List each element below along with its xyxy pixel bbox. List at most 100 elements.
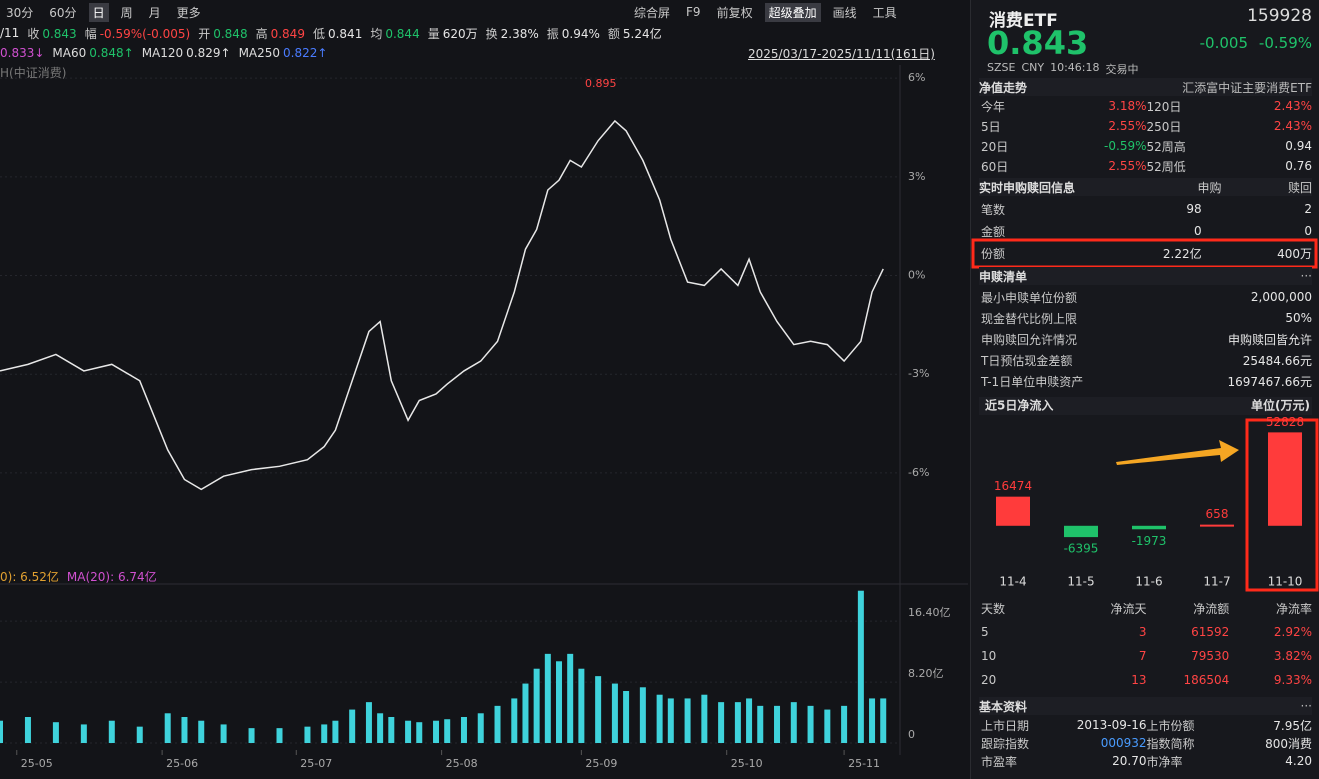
- index-label: H(中证消费): [0, 65, 67, 80]
- table-cell: 指数简称: [1146, 736, 1195, 751]
- volume-bar: [321, 724, 328, 743]
- quote-bar: /11 收 0.843 幅 -0.59%(-0.005) 开 0.848 高 0.849 低 0.8…: [0, 23, 662, 43]
- period-tab[interactable]: 周: [120, 5, 133, 20]
- quote-item: 开 0.848: [198, 25, 247, 42]
- ma-value: 0.848↑: [89, 46, 134, 60]
- table-cell: 2.55%: [1108, 159, 1147, 173]
- quote-label: 低: [312, 26, 325, 41]
- volume-bar: [349, 709, 356, 743]
- y-tick-label: 0: [908, 728, 915, 741]
- volume-bar: [80, 724, 87, 743]
- table-row: 20日 -0.59% 52周高 0.94: [981, 136, 1312, 156]
- table-row: 金额 0 0: [981, 221, 1312, 241]
- date-range: 2025/03/17-2025/11/11(161日): [748, 46, 935, 61]
- quote-panel: 近5日净流入 单位(万元) 16474 11-4 -6395 11-5 -1973 11-6 6…: [970, 0, 1319, 779]
- table-row: 笔数 98 2: [981, 199, 1312, 219]
- quote-item: 换 2.38%: [486, 25, 539, 42]
- table-cell: 3: [1138, 625, 1147, 639]
- volume-bar: [684, 698, 691, 743]
- section-title-text: 实时申购赎回信息: [979, 180, 1076, 195]
- period-tab[interactable]: 60分: [49, 5, 77, 20]
- table-cell: 60日: [981, 159, 1009, 174]
- volume-bar: [433, 720, 440, 743]
- section-bg: [979, 397, 1312, 415]
- period-tab[interactable]: 30分: [6, 5, 34, 20]
- quote-label: 量: [427, 26, 440, 41]
- col-header: 净流额: [1193, 601, 1230, 616]
- section-title: 实时申购赎回信息: [979, 178, 1312, 196]
- period-tab[interactable]: 日: [88, 2, 109, 22]
- quote-value: 0.94%: [561, 26, 600, 41]
- section-extra: 汇添富中证主要消费ETF: [1182, 80, 1312, 95]
- table-cell: 20: [981, 673, 997, 687]
- table-cell: 0: [1304, 224, 1312, 238]
- table-cell: 3.82%: [1273, 649, 1312, 663]
- tool-button[interactable]: F9: [686, 5, 701, 19]
- quote-item: 振 0.94%: [547, 25, 600, 42]
- tool-button[interactable]: 综合屏: [634, 5, 671, 20]
- x-tick-label: 25-05: [21, 757, 53, 770]
- table-cell: 今年: [981, 99, 1006, 114]
- table-cell: 61592: [1191, 625, 1230, 639]
- value-label: -1973: [1132, 534, 1167, 548]
- tool-button[interactable]: 超级叠加: [764, 2, 821, 22]
- volume-bar: [533, 668, 540, 743]
- charts: 6% 3% 0% -3% -6% 0.895 0 8.20亿 16.40亿 25-05 25-06 2…: [0, 65, 968, 770]
- table-cell: 20.70: [1112, 754, 1147, 768]
- quote-item: 低 0.841: [313, 25, 362, 42]
- table-cell: 市盈率: [981, 754, 1018, 769]
- table-cell: 上市份额: [1146, 718, 1195, 733]
- table-row: 60日 2.55% 52周低 0.76: [981, 156, 1312, 176]
- volume-bar: [824, 709, 831, 743]
- table-cell: 申购赎回皆允许: [1227, 332, 1312, 347]
- table-row: T日预估现金差额 25484.66元: [981, 350, 1312, 370]
- x-tick-label: 25-10: [731, 757, 763, 770]
- chart-title: 近5日净流入: [985, 398, 1053, 413]
- period-tab[interactable]: 更多: [176, 5, 201, 20]
- volume-bar: [880, 698, 887, 743]
- ma-item: MA250 0.822↑: [239, 46, 328, 60]
- meta-item: 交易中: [1105, 63, 1139, 76]
- bar: [1268, 432, 1302, 526]
- table-row: 现金替代比例上限 50%: [981, 308, 1312, 328]
- tool-button[interactable]: 工具: [872, 5, 897, 20]
- ma-item: MA120 0.829↑: [142, 46, 231, 60]
- tool-button[interactable]: 画线: [832, 5, 857, 20]
- section-title-text: 基本资料: [979, 699, 1028, 714]
- y-tick-label: 0%: [908, 269, 925, 282]
- quote-label: 额: [607, 26, 620, 41]
- meta: SZSE CNY 10:46:18 交易中: [987, 61, 1139, 77]
- y-tick-label: 8.20亿: [908, 667, 944, 680]
- table-cell: 现金替代比例上限: [981, 311, 1078, 326]
- ma-label: MA60: [52, 46, 87, 60]
- ma-bar: 0.833↓ MA60 0.848↑ MA120 0.829↑ MA250 0.822↑: [0, 43, 327, 63]
- volume-legend-item: 0): 6.52亿: [0, 569, 59, 584]
- quote-label: 均: [370, 26, 383, 41]
- table-row: 申购赎回允许情况 申购赎回皆允许: [981, 329, 1312, 349]
- volume-bar: [52, 722, 59, 743]
- y-tick-label: 16.40亿: [908, 606, 951, 619]
- volume-bar: [494, 705, 501, 743]
- y-tick-label: 3%: [908, 170, 925, 183]
- table-cell: 25484.66元: [1242, 353, 1312, 368]
- quote-item: 额 5.24亿: [608, 25, 662, 42]
- section-title: 申赎清单 ···: [979, 267, 1312, 285]
- period-tab[interactable]: 月: [148, 5, 161, 20]
- tools: 综合屏 F9 前复权 超级叠加 画线 工具: [630, 2, 901, 22]
- value-label: 658: [1206, 507, 1229, 521]
- volume-bar: [544, 653, 551, 743]
- quote-item: 高 0.849: [256, 25, 305, 42]
- table-cell: 1697467.66元: [1227, 374, 1312, 389]
- section-extra: ···: [1300, 269, 1312, 283]
- volume-bar: [639, 687, 646, 743]
- volume-bar: [556, 661, 563, 743]
- table-row: 上市日期 2013-09-16 上市份额 7.95亿: [981, 715, 1312, 735]
- panel-graphics: 近5日净流入 单位(万元) 16474 11-4 -6395 11-5 -1973 11-6 6…: [971, 238, 1319, 592]
- table-header: 天数 净流天 净流额 净流率: [981, 598, 1312, 618]
- quote-value: 5.24亿: [622, 26, 662, 41]
- volume-legend: 0): 6.52亿 MA(20): 6.74亿: [0, 566, 157, 586]
- peak-label: 0.895: [585, 77, 617, 90]
- ma-value: 0.822↑: [283, 46, 328, 60]
- section-title-text: 申赎清单: [979, 269, 1028, 284]
- tool-button[interactable]: 前复权: [716, 5, 753, 20]
